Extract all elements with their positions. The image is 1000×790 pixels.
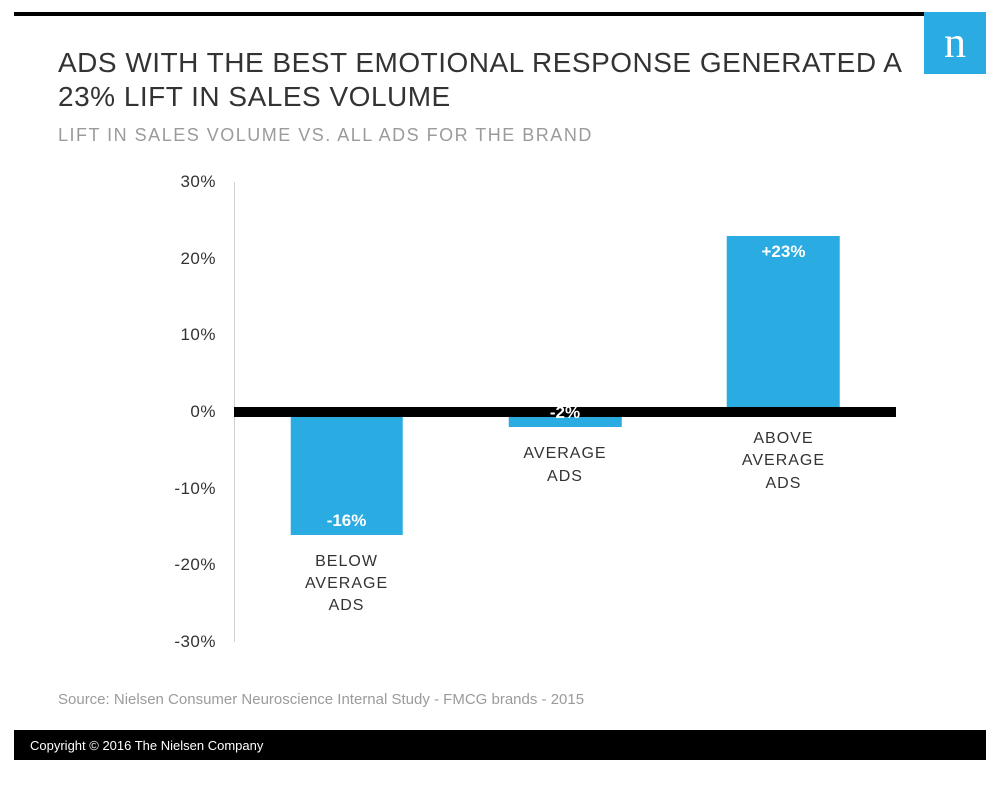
y-tick-label: 0% <box>190 402 216 422</box>
chart-area: 30%20%10%0%-10%-20%-30%-16%BELOW AVERAGE… <box>144 182 926 642</box>
copyright-bar: Copyright © 2016 The Nielsen Company <box>14 730 986 760</box>
source-note: Source: Nielsen Consumer Neuroscience In… <box>58 691 584 708</box>
nielsen-logo-glyph: n <box>944 21 966 65</box>
y-tick-label: -10% <box>174 479 216 499</box>
bar-value-label: +23% <box>761 242 805 262</box>
y-tick-label: 10% <box>180 325 216 345</box>
category-label: BELOW AVERAGE ADS <box>305 551 388 618</box>
y-tick-label: -30% <box>174 632 216 652</box>
bar-value-label: -16% <box>327 511 367 531</box>
bar: +23% <box>727 236 840 407</box>
nielsen-logo: n <box>924 12 986 74</box>
category-label: AVERAGE ADS <box>523 443 606 488</box>
header: ADS WITH THE BEST EMOTIONAL RESPONSE GEN… <box>14 16 986 156</box>
y-tick-label: 30% <box>180 172 216 192</box>
category-label: ABOVE AVERAGE ADS <box>742 428 825 495</box>
chart-subtitle: LIFT IN SALES VOLUME VS. ALL ADS FOR THE… <box>58 125 942 146</box>
bar: -2% <box>509 417 622 427</box>
chart-title: ADS WITH THE BEST EMOTIONAL RESPONSE GEN… <box>58 46 942 113</box>
y-tick-label: 20% <box>180 249 216 269</box>
bar: -16% <box>290 417 403 535</box>
bar-value-label: -2% <box>550 403 580 423</box>
chart-frame: n ADS WITH THE BEST EMOTIONAL RESPONSE G… <box>14 12 986 760</box>
copyright-text: Copyright © 2016 The Nielsen Company <box>30 738 263 753</box>
y-tick-label: -20% <box>174 555 216 575</box>
plot-region: 30%20%10%0%-10%-20%-30%-16%BELOW AVERAGE… <box>234 182 896 642</box>
